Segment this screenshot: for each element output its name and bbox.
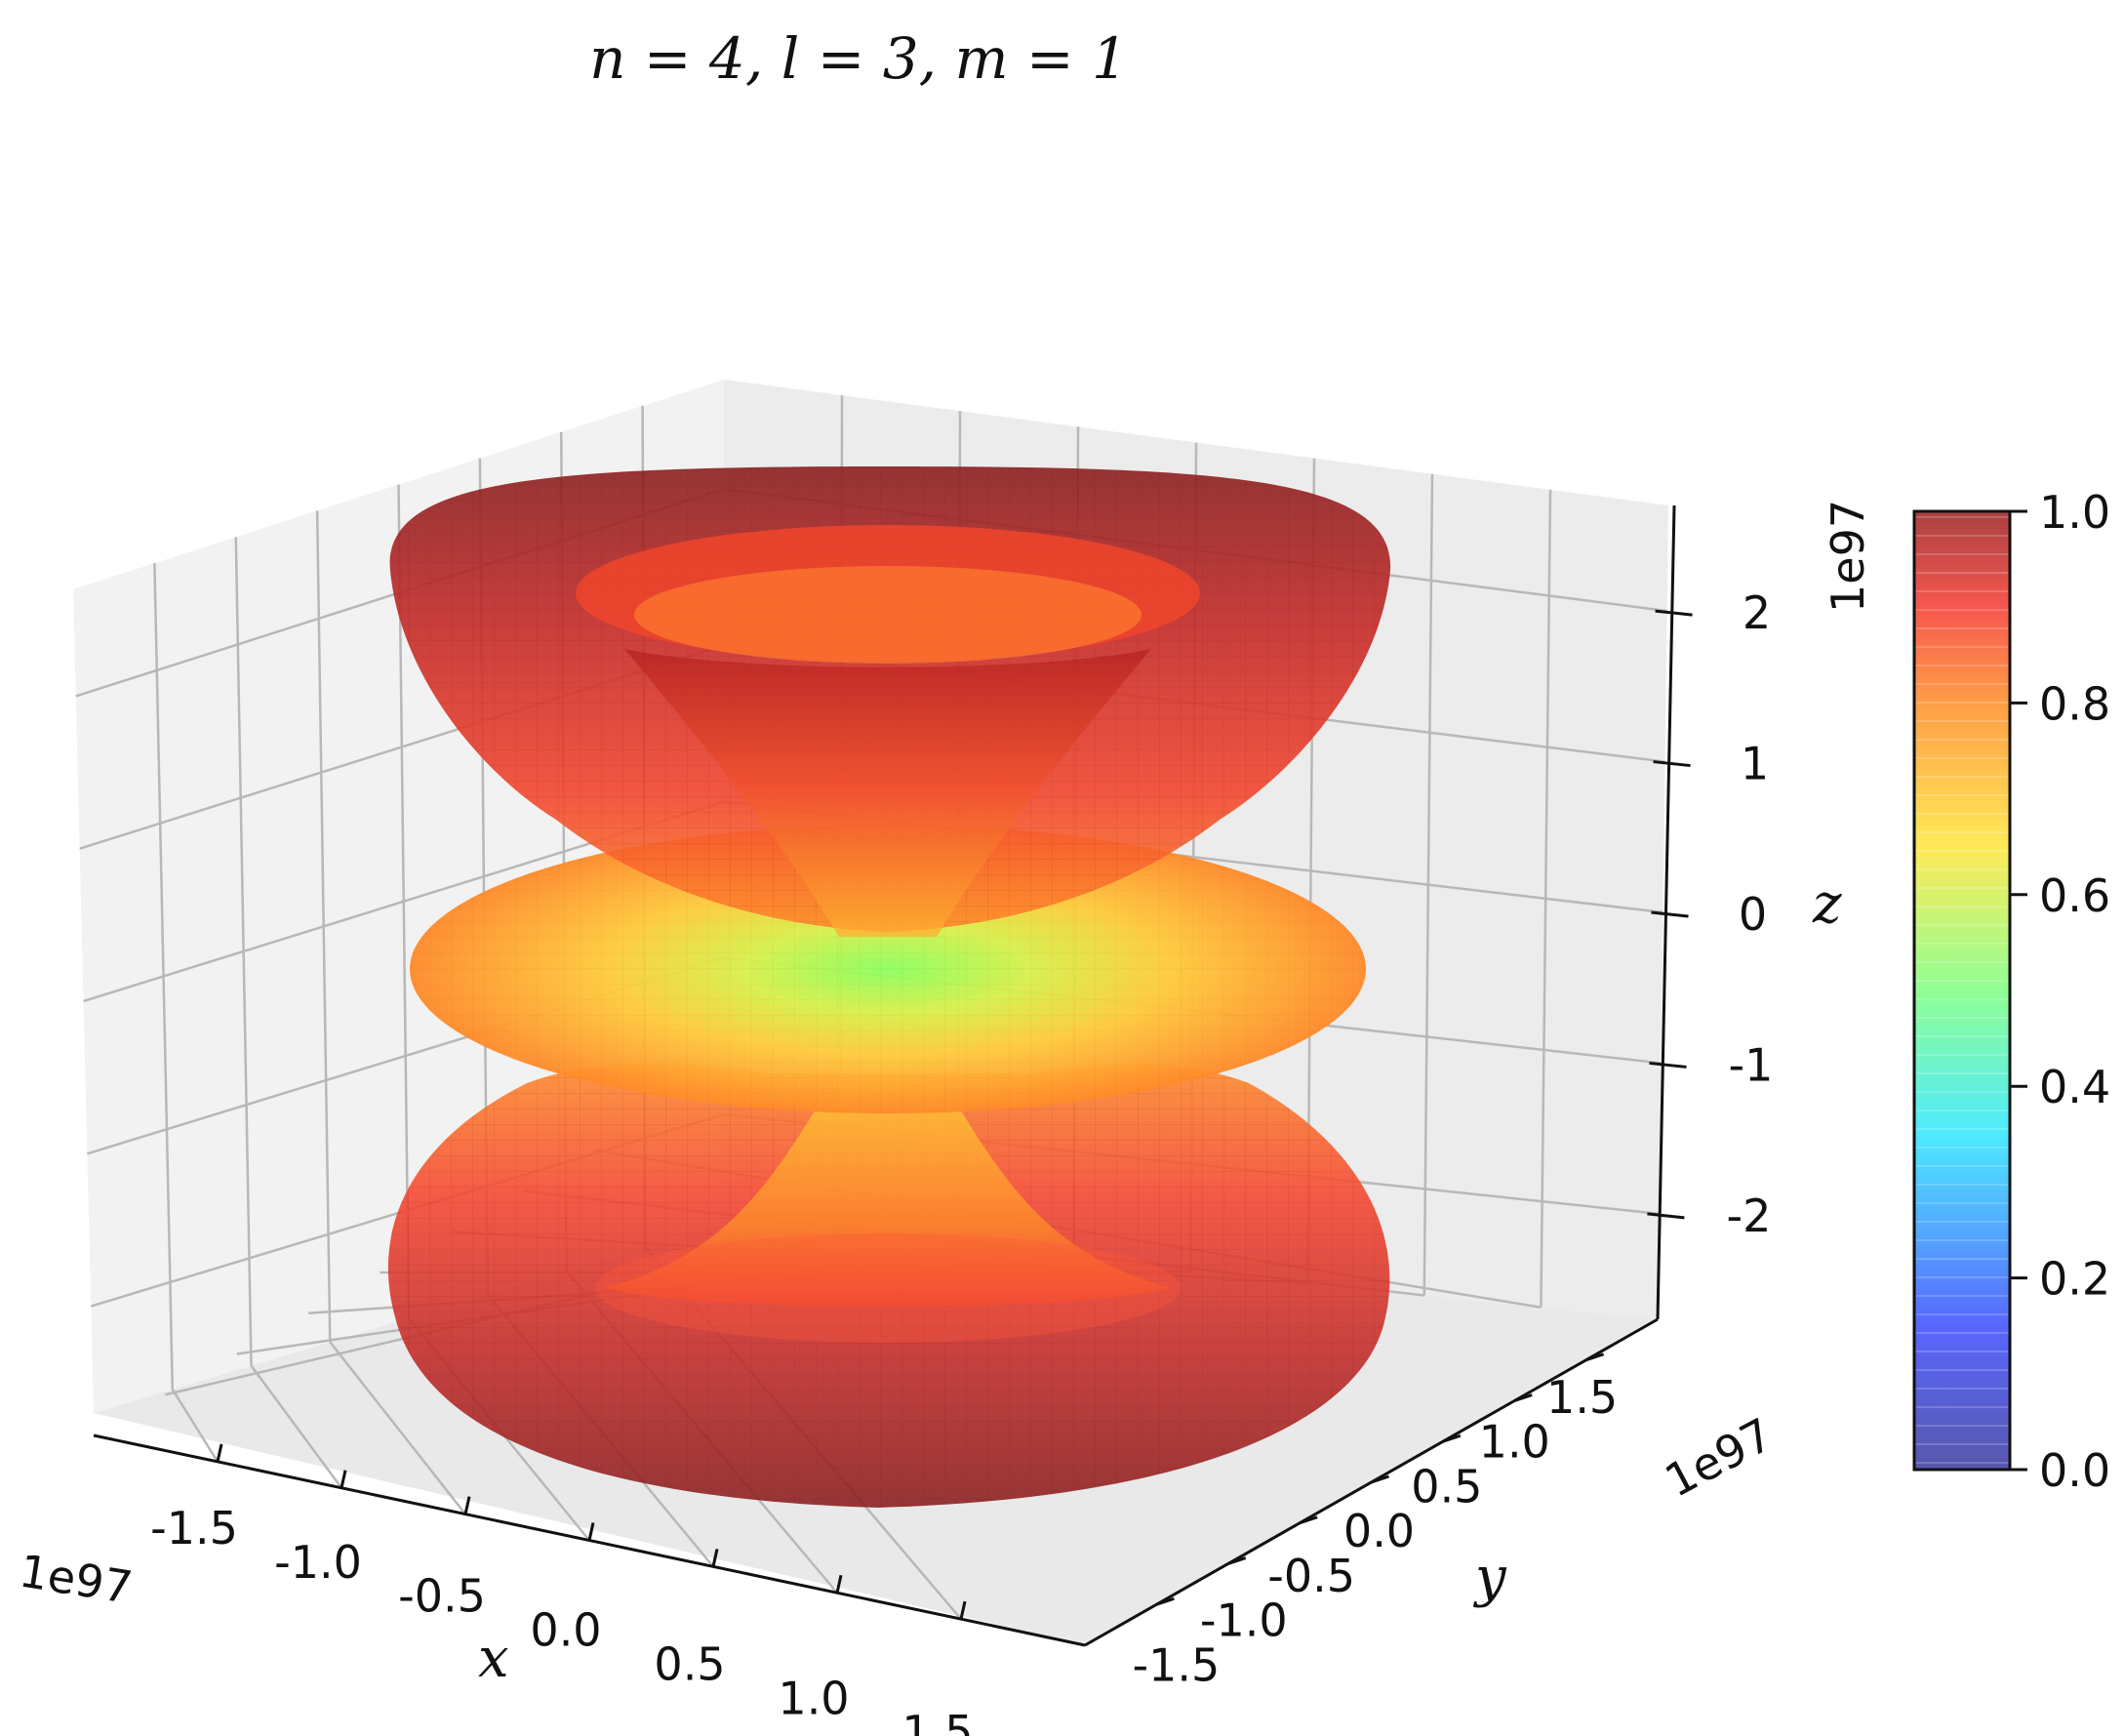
y-tick-mark <box>1371 1474 1389 1484</box>
x-tick-mark <box>835 1574 843 1594</box>
colorbar-ticks: 1.0 0.8 0.6 0.4 0.2 0.0 <box>2010 486 2110 1497</box>
x-tick-mark <box>340 1470 347 1489</box>
x-tick-label: 0.5 <box>654 1637 725 1690</box>
y-tick-label: -1.5 <box>1132 1638 1220 1691</box>
x-tick-label: -1.5 <box>150 1502 238 1554</box>
colorbar-tick-label: 0.8 <box>2039 677 2110 730</box>
x-tick-mark <box>711 1549 719 1567</box>
y-tick-mark <box>1513 1393 1533 1402</box>
grid-line-floor-x <box>250 1364 343 1489</box>
x-tick-label: -1.0 <box>274 1536 362 1589</box>
y-tick-mark <box>1227 1556 1247 1565</box>
colorbar-frame <box>1912 509 2012 1472</box>
z-tick-mark <box>1649 1061 1687 1069</box>
z-tick-mark <box>1655 609 1693 617</box>
y-tick-label: 0.5 <box>1411 1460 1482 1513</box>
colorbar-tick-label: 0.6 <box>2039 869 2110 922</box>
z-tick-label: -1 <box>1729 1038 1774 1091</box>
colorbar: 1.0 0.8 0.6 0.4 0.2 0.0 <box>1912 486 2110 1497</box>
grid-line-floor-x <box>171 1389 220 1463</box>
z-offset-label: 1e97 <box>1822 500 1874 613</box>
orbital-surface <box>387 466 1391 1508</box>
colorbar-tick-label: 0.2 <box>2039 1253 2110 1306</box>
y-tick-label: 1.5 <box>1546 1371 1618 1424</box>
upper-lobe-opening-inner <box>634 566 1142 664</box>
y-tick-label: 1.0 <box>1479 1416 1550 1469</box>
upper-cone <box>624 649 1151 937</box>
y-offset-label: 1e97 <box>1657 1408 1782 1508</box>
y-tick-label: -0.5 <box>1267 1550 1355 1602</box>
x-axis-label: x <box>478 1627 509 1690</box>
tick-group: -1.5-1.0-0.50.00.51.01.5-1.5-1.0-0.50.00… <box>150 586 1773 1736</box>
y-tick-mark <box>1442 1433 1462 1443</box>
x-tick-label: 0.0 <box>530 1604 601 1657</box>
y-tick-label: -1.0 <box>1200 1595 1288 1647</box>
x-tick-label: -0.5 <box>398 1570 486 1623</box>
x-tick-label: 1.5 <box>902 1706 973 1736</box>
z-tick-label: 0 <box>1739 888 1767 941</box>
z-tick-mark <box>1651 910 1689 918</box>
y-tick-label: 0.0 <box>1343 1505 1415 1557</box>
middle-disk-rings <box>410 825 1366 1113</box>
x-tick-mark <box>959 1600 967 1620</box>
x-tick-mark <box>463 1496 471 1514</box>
z-axis-label: z <box>1812 872 1842 936</box>
colorbar-tick-label: 0.4 <box>2039 1061 2110 1113</box>
y-tick-mark <box>1299 1515 1318 1525</box>
x-offset-label: 1e97 <box>16 1545 136 1614</box>
x-tick-mark <box>216 1443 223 1463</box>
colorbar-stripes <box>1914 516 2010 1464</box>
z-tick-label: 1 <box>1741 738 1769 790</box>
colorbar-tick-label: 0.0 <box>2039 1444 2110 1497</box>
y-tick-mark <box>1585 1352 1605 1362</box>
colorbar-gradient <box>1914 511 2010 1470</box>
lower-lobe-rim <box>595 1233 1181 1343</box>
x-tick-label: 1.0 <box>778 1672 849 1724</box>
z-tick-label: -2 <box>1726 1190 1771 1242</box>
z-tick-mark <box>1653 760 1691 768</box>
lower-cone <box>605 1103 1171 1307</box>
chart-title: n = 4, l = 3, m = 1 <box>589 25 1128 92</box>
y-axis-label: y <box>1472 1546 1507 1609</box>
x-tick-mark <box>587 1522 595 1541</box>
z-tick-label: 2 <box>1743 586 1771 639</box>
colorbar-tick-label: 1.0 <box>2039 486 2110 539</box>
grid-line-floor-x <box>329 1341 466 1515</box>
z-tick-mark <box>1647 1212 1685 1220</box>
z-axis-line <box>1656 505 1676 1320</box>
y-tick-mark <box>1155 1596 1175 1606</box>
